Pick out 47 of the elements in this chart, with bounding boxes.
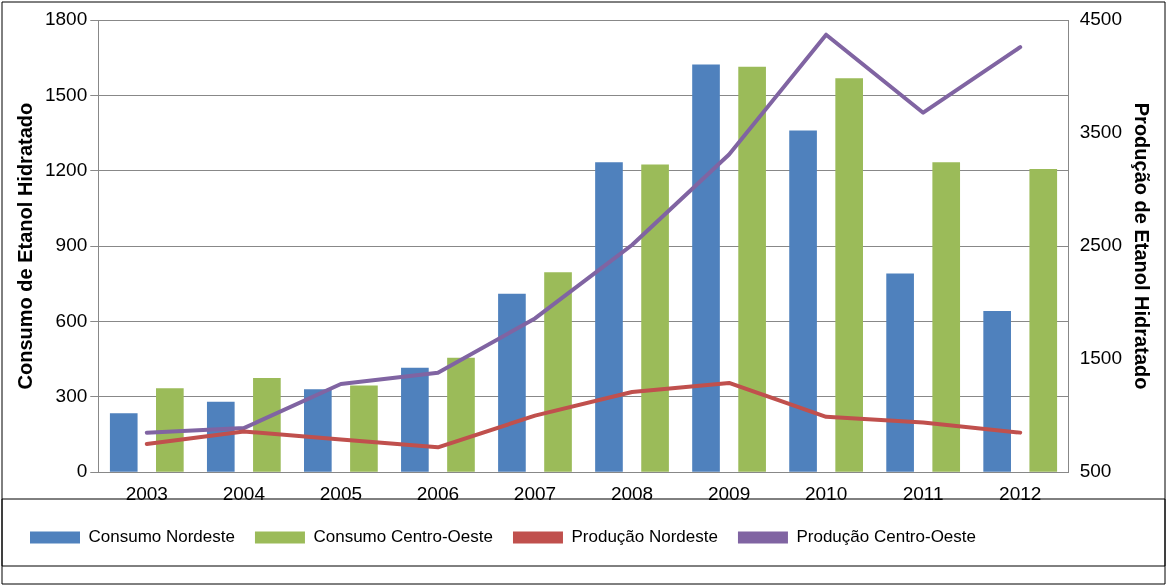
bar <box>304 389 332 472</box>
y-tick-label: 0 <box>76 460 88 482</box>
bar <box>692 64 720 472</box>
bar <box>789 130 817 472</box>
bar <box>109 413 138 472</box>
x-tick-label: 2003 <box>125 482 168 504</box>
y-tick-label: 900 <box>55 234 88 256</box>
y-tick-label: 1200 <box>44 158 88 180</box>
y-tick-label: 1500 <box>44 83 88 105</box>
legend-label: Produção Nordeste <box>571 527 718 547</box>
bar <box>544 272 572 472</box>
bar <box>983 310 1011 472</box>
y2-tick-label: 2500 <box>1079 234 1123 256</box>
legend-label: Consumo Nordeste <box>88 527 235 547</box>
y2-tick-label: 3500 <box>1079 121 1123 143</box>
y-tick-label: 600 <box>55 309 88 331</box>
y2-tick-label: 4500 <box>1079 8 1123 30</box>
x-tick-label: 2004 <box>222 482 266 504</box>
x-tick-label: 2007 <box>513 482 557 504</box>
bar <box>738 66 766 472</box>
legend-label: Consumo Centro-Oeste <box>313 527 493 547</box>
y-tick-label: 1800 <box>44 8 88 30</box>
bar <box>253 377 281 472</box>
bar <box>350 385 378 472</box>
y-tick-label: 300 <box>55 385 88 407</box>
bar <box>156 388 184 472</box>
x-tick-label: 2005 <box>319 482 363 504</box>
y2-tick-label: 1500 <box>1079 347 1123 369</box>
y-axis-title: Consumo de Etanol Hidratado <box>13 102 36 390</box>
bar <box>835 78 863 472</box>
y2-axis-title: Produção de Etanol Hidratado <box>1131 102 1154 390</box>
x-tick-label: 2011 <box>902 482 944 504</box>
x-tick-label: 2006 <box>416 482 460 504</box>
x-tick-label: 2010 <box>804 482 848 504</box>
bar <box>498 293 526 472</box>
x-tick-label: 2009 <box>707 482 751 504</box>
bar <box>886 273 914 472</box>
bar <box>595 162 623 472</box>
bar <box>932 162 961 472</box>
legend-label: Produção Centro-Oeste <box>796 527 976 547</box>
bar <box>641 164 669 472</box>
y2-tick-label: 500 <box>1079 460 1112 482</box>
bar <box>401 367 429 472</box>
bar <box>1029 168 1058 472</box>
x-tick-label: 2012 <box>999 482 1042 504</box>
x-tick-label: 2008 <box>610 482 654 504</box>
bar <box>447 357 475 472</box>
